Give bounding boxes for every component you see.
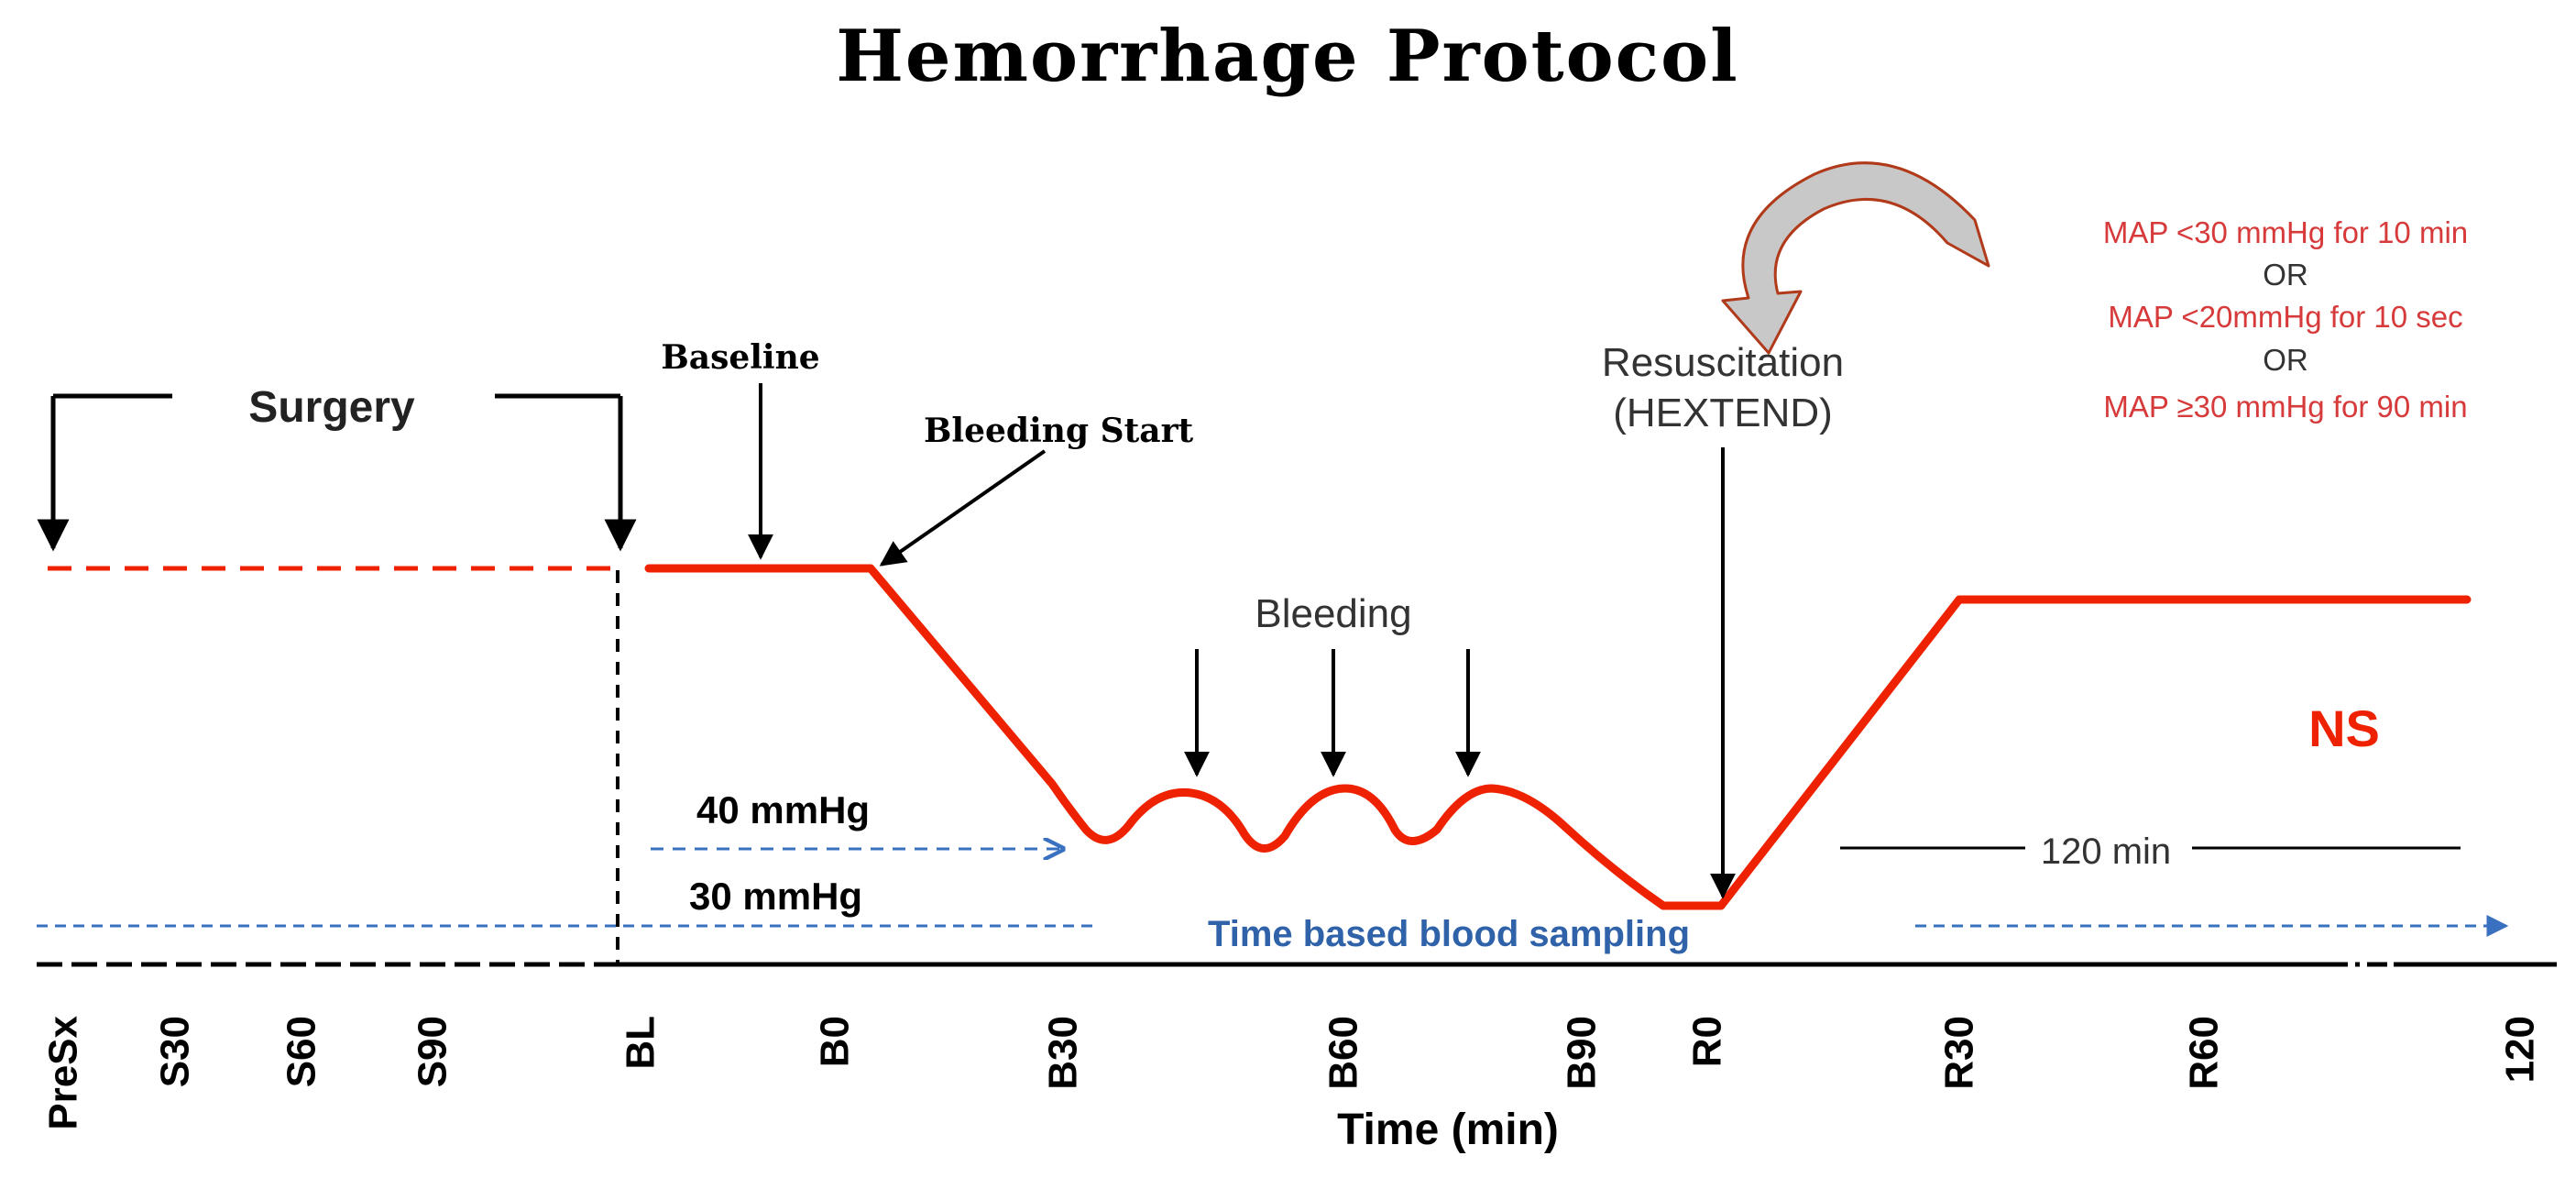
criteria-line: MAP <20mmHg for 10 sec xyxy=(2108,300,2462,334)
time-tick-label: R60 xyxy=(2182,1016,2227,1090)
page-title: Hemorrhage Protocol xyxy=(836,15,1739,98)
map-30-label: 30 mmHg xyxy=(689,875,862,918)
time-tick-label: 120 xyxy=(2498,1016,2543,1083)
surgery-bracket xyxy=(37,393,637,552)
time-tick-label: S90 xyxy=(411,1016,455,1087)
time-tick-labels: PreSx S30 S60 S90 BL B0 B30 B60 B90 R0 R… xyxy=(41,1015,2543,1129)
bleeding-label: Bleeding xyxy=(1255,591,1411,636)
time-tick-label: B30 xyxy=(1041,1016,1086,1090)
baseline-label: Baseline xyxy=(661,338,819,377)
bleeding-start-arrow xyxy=(879,449,1047,567)
fluid-label: NS xyxy=(2308,699,2380,757)
x-axis-title: Time (min) xyxy=(1337,1106,1559,1154)
resuscitation-label-line1: Resuscitation xyxy=(1602,340,1844,385)
sampling-label: Time based blood sampling xyxy=(1208,914,1690,954)
time-tick-label: R0 xyxy=(1685,1016,1730,1067)
map-trace xyxy=(644,564,2472,910)
surgery-label: Surgery xyxy=(248,383,415,432)
duration-label: 120 min xyxy=(2041,831,2171,872)
time-tick-label: B90 xyxy=(1560,1016,1605,1090)
criteria-line: OR xyxy=(2263,343,2308,377)
time-tick-label: PreSx xyxy=(41,1015,86,1129)
curved-arrow-icon xyxy=(1721,161,1990,355)
criteria-line: MAP ≥30 mmHg for 90 min xyxy=(2103,390,2467,424)
resuscitation-label-line2: (HEXTEND) xyxy=(1613,391,1833,435)
resuscitation-criteria: MAP <30 mmHg for 10 min OR MAP <20mmHg f… xyxy=(2103,215,2468,424)
criteria-line: MAP <30 mmHg for 10 min xyxy=(2103,215,2468,249)
map-40-label: 40 mmHg xyxy=(696,788,870,831)
time-tick-label: S60 xyxy=(280,1016,324,1087)
time-tick-label: BL xyxy=(619,1016,663,1070)
bleeding-start-label: Bleeding Start xyxy=(924,412,1194,450)
time-tick-label: R30 xyxy=(1937,1016,1982,1090)
time-tick-label: B60 xyxy=(1321,1016,1366,1090)
criteria-line: OR xyxy=(2263,258,2308,292)
time-tick-label: S30 xyxy=(153,1016,198,1087)
time-tick-label: B0 xyxy=(813,1016,858,1067)
